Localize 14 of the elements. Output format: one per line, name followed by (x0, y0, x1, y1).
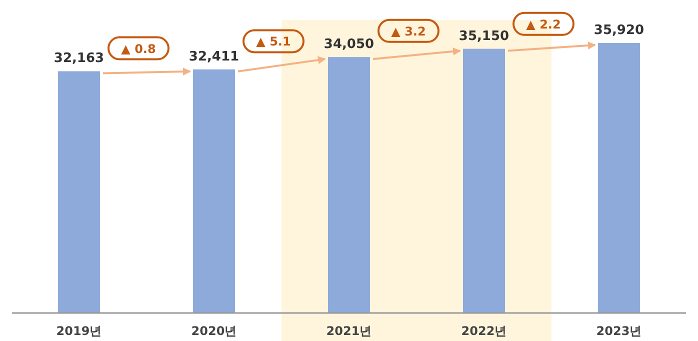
data-label: 32,163 (54, 51, 104, 66)
annotation: ▲ 0.8 (121, 42, 156, 56)
x-tick-label: 2023년 (596, 324, 642, 338)
x-tick-label: 2021년 (326, 324, 372, 338)
text: ▲ 2.2 (526, 17, 561, 32)
annotation: ▲ 5.1 (256, 34, 291, 49)
x-tick-label: 2020년 (191, 324, 237, 338)
x-tick-label: 2019년 (56, 324, 102, 338)
data-label: 34,050 (324, 37, 374, 52)
x-tick-label: 2022년 (461, 324, 507, 338)
data-label: 35,150 (458, 28, 510, 44)
data-label: 35,920 (594, 23, 644, 38)
text: ▲ 3.2 (391, 24, 426, 38)
data-label: 32,411 (188, 49, 240, 64)
